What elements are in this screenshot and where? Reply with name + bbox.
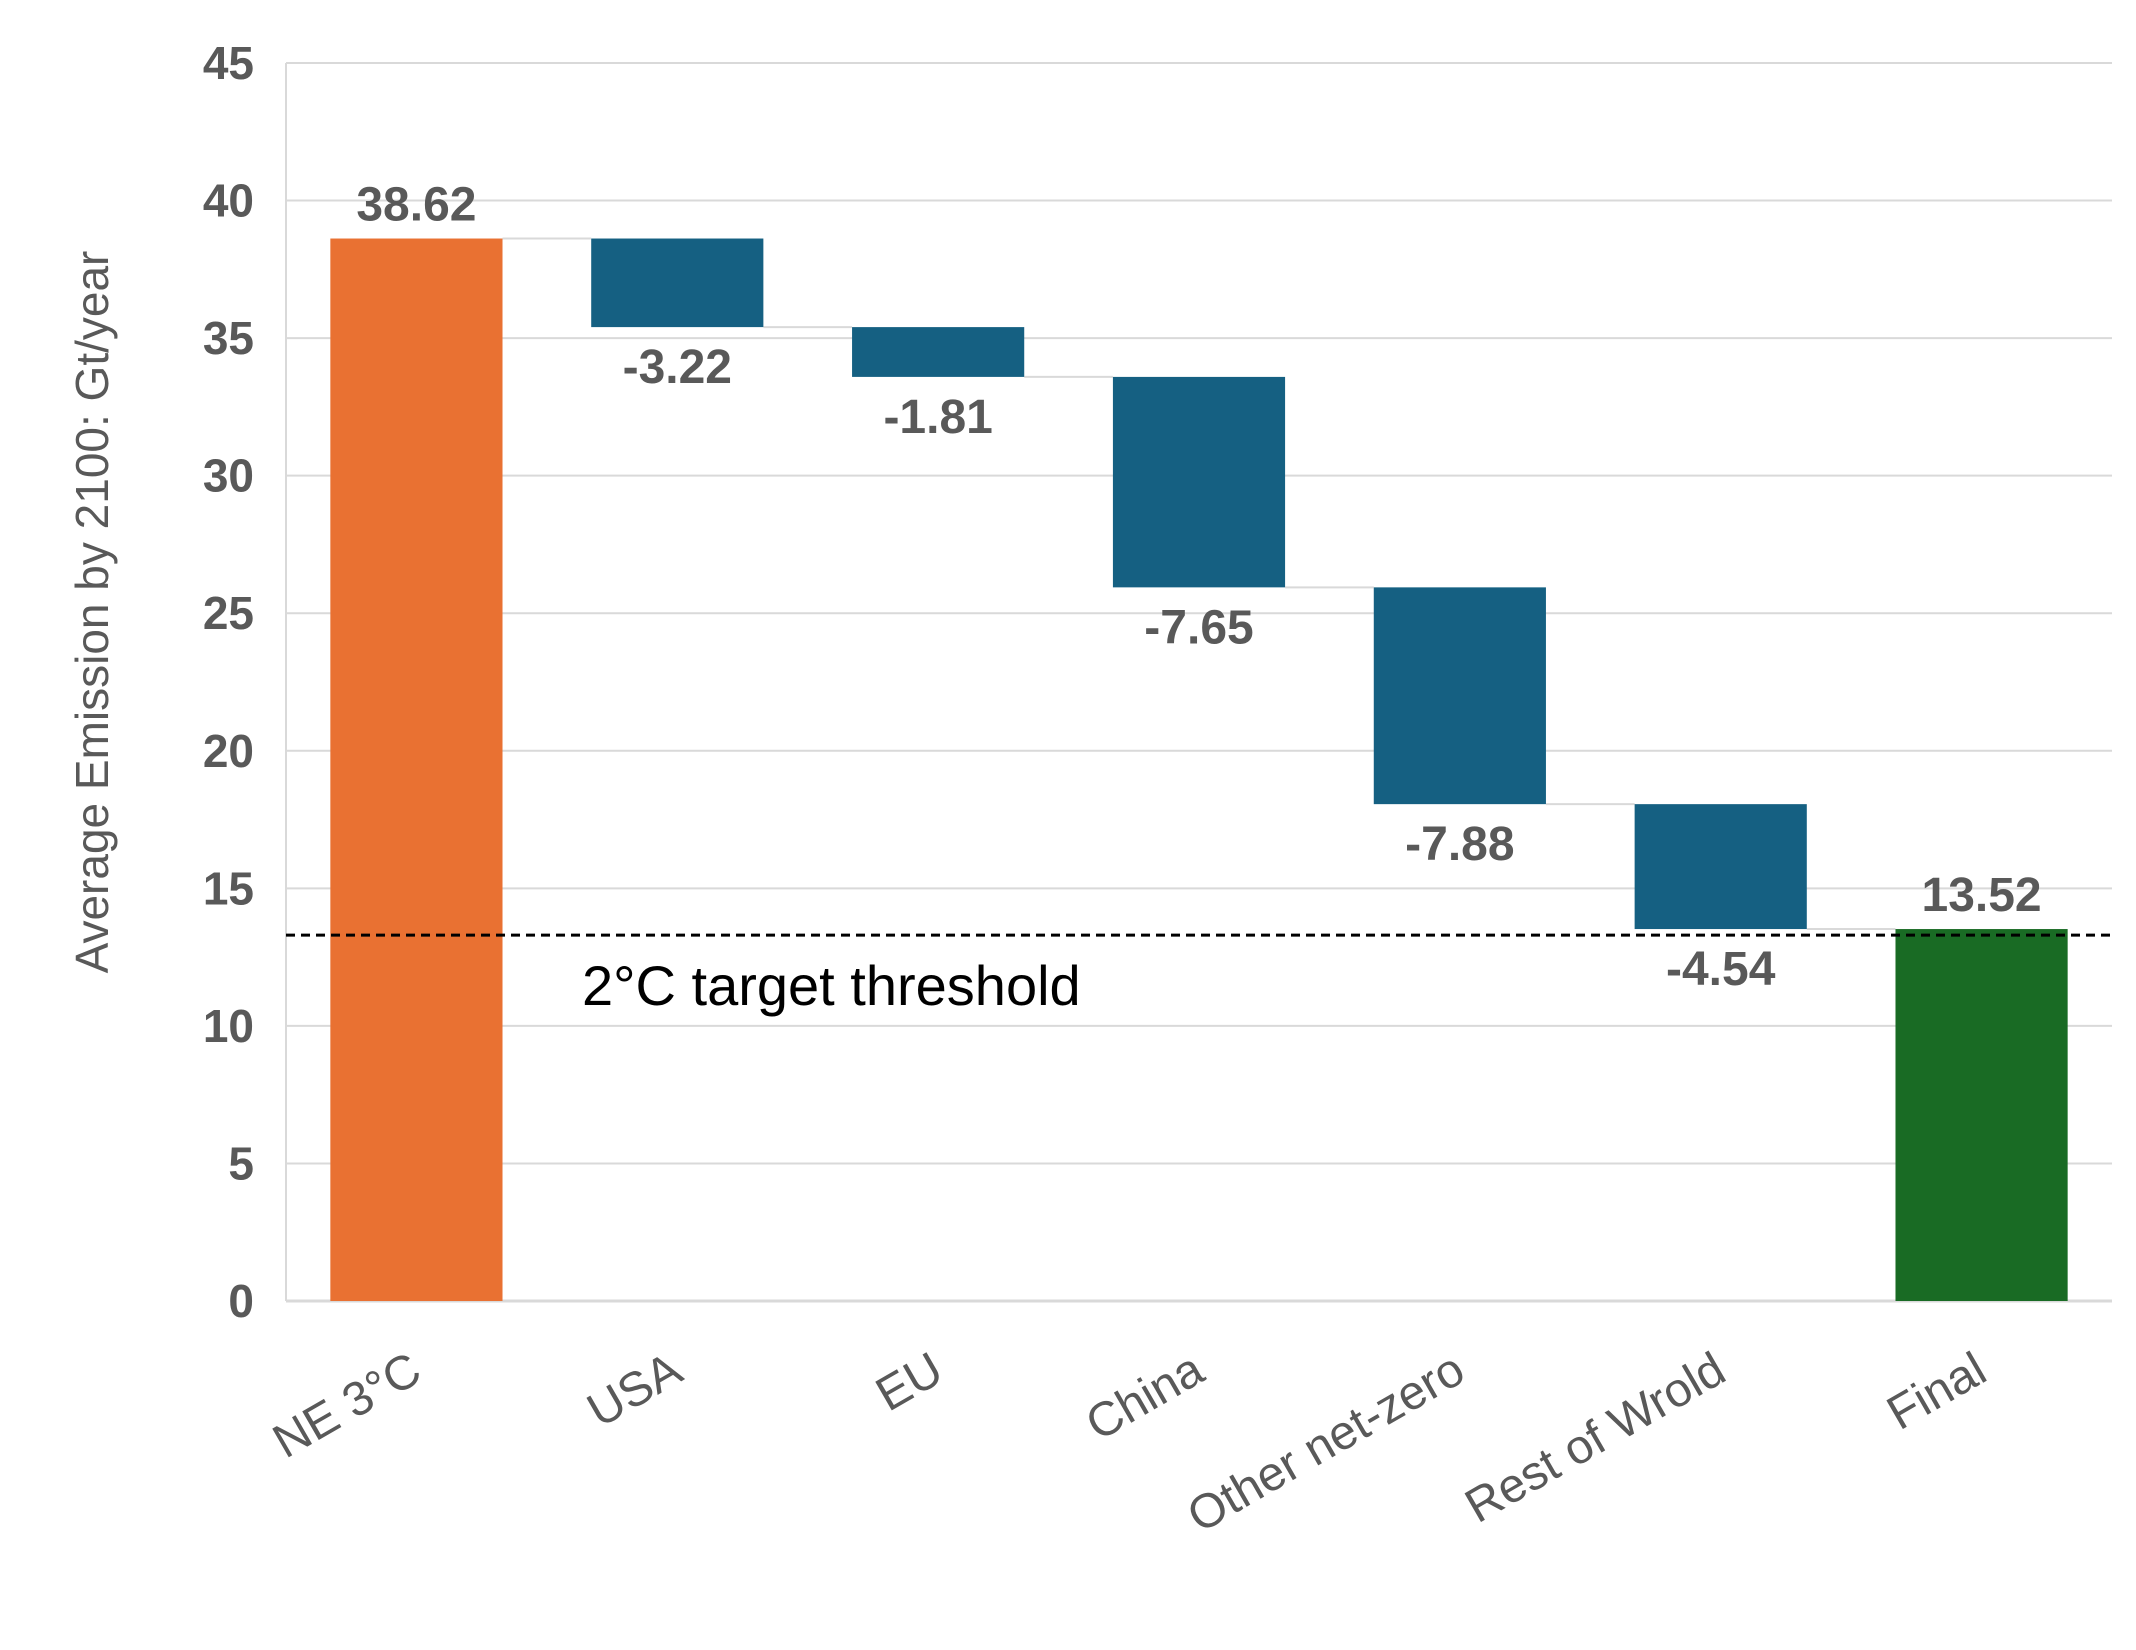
- data-label: 13.52: [1922, 869, 2042, 922]
- bar-change: [1634, 804, 1807, 930]
- y-tick-labels: 0 5 10 15 20 25 30 35 40 45: [203, 37, 254, 1327]
- category-label: USA: [579, 1343, 691, 1438]
- y-tick-label: 25: [203, 587, 254, 639]
- y-tick-label: 35: [203, 312, 254, 364]
- y-tick-label: 0: [228, 1275, 254, 1327]
- bar-change: [1112, 376, 1286, 588]
- bar-final: [1895, 929, 2068, 1301]
- y-axis-title: Average Emission by 2100: Gt/year: [66, 251, 118, 974]
- connectors: [502, 237, 1896, 931]
- y-tick-label: 15: [203, 862, 254, 914]
- category-label: Final: [1878, 1343, 1995, 1441]
- y-tick-label: 45: [203, 37, 254, 89]
- data-label: -1.81: [883, 391, 992, 444]
- y-tick-label: 10: [203, 1000, 254, 1052]
- data-label: 38.62: [356, 179, 476, 232]
- data-label: -7.88: [1405, 818, 1514, 871]
- category-label: EU: [867, 1343, 951, 1422]
- y-tick-label: 20: [203, 725, 254, 777]
- category-label: Other net-zero: [1179, 1343, 1474, 1544]
- threshold-label: 2°C target threshold: [582, 954, 1081, 1017]
- bars: [330, 238, 2068, 1302]
- data-labels: 38.62 -3.22 -1.81 -7.65 -7.88 -4.54 13.52: [356, 179, 2041, 997]
- category-label: China: [1077, 1342, 1212, 1451]
- threshold: 2°C target threshold: [286, 933, 2112, 1017]
- y-tick-label: 40: [203, 175, 254, 227]
- data-label: -3.22: [623, 341, 732, 394]
- data-label: -4.54: [1666, 943, 1776, 996]
- data-label: -7.65: [1144, 601, 1253, 654]
- bar-change: [1373, 587, 1546, 805]
- y-tick-label: 5: [228, 1137, 254, 1189]
- bar-change: [591, 238, 764, 328]
- gridlines: [285, 62, 2112, 1303]
- category-label: Rest of Wrold: [1457, 1343, 1735, 1534]
- category-label: NE 3°C: [264, 1343, 430, 1469]
- bar-change: [852, 327, 1025, 377]
- bar-start: [330, 238, 503, 1302]
- y-tick-label: 30: [203, 450, 254, 502]
